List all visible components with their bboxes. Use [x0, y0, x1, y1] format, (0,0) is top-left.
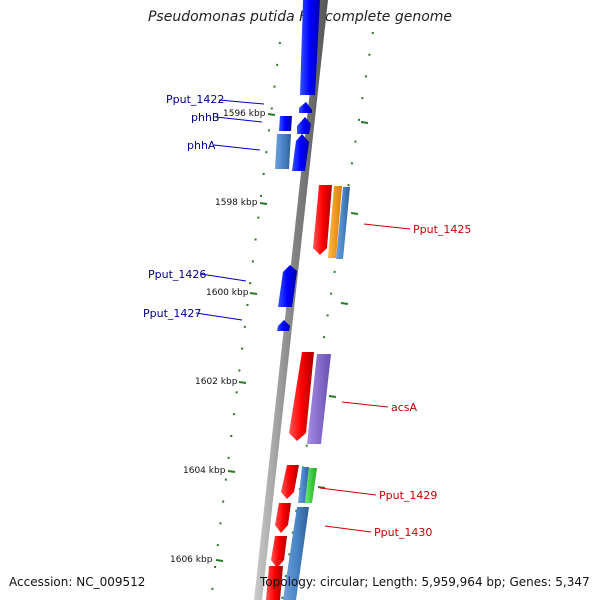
gene-pput-1426 — [278, 265, 297, 307]
gene-pput-1430-light — [283, 507, 309, 600]
gene-red-lower — [271, 536, 287, 568]
tick-mark-1606 — [215, 559, 224, 562]
tick-mark-1596 — [267, 113, 276, 116]
gene-phhA-light — [275, 134, 291, 169]
label-acsA: acsA — [391, 401, 418, 414]
tick-label-1596: 1596 kbp — [223, 109, 266, 119]
gene-phhB-right — [297, 117, 311, 134]
scale-ticks: 1596 kbp 1598 kbp 1600 kbp 1602 kbp 1604… — [170, 109, 369, 565]
tick-label-1600: 1600 kbp — [206, 288, 249, 298]
tick-label-1602: 1602 kbp — [195, 377, 238, 387]
gene-labels: Pput_1422 phhB phhA Pput_1426 Pput_1427 … — [143, 93, 471, 539]
gene-pput-1429-green — [305, 468, 317, 503]
map-title: Pseudomonas putida F1, complete genome — [147, 9, 453, 25]
tick-mark-1598 — [259, 202, 268, 205]
gene-red-bottom — [266, 566, 283, 600]
label-leaders — [195, 99, 411, 533]
forward-strand-genes — [275, 0, 320, 331]
right-guide-dots — [281, 31, 374, 600]
tick-label-1606: 1606 kbp — [170, 555, 213, 565]
label-pput-1425: Pput_1425 — [413, 223, 471, 236]
gene-pput-1425-orange — [328, 186, 342, 258]
tick-mark-1600 — [249, 292, 258, 295]
gene-top-forward — [300, 0, 320, 95]
tick-label-1598: 1598 kbp — [215, 198, 258, 208]
label-pput-1422: Pput_1422 — [166, 93, 224, 106]
tick-mark-1602 — [238, 381, 247, 384]
gene-pput-1430-red — [275, 503, 291, 533]
label-pput-1426: Pput_1426 — [148, 268, 206, 281]
gene-pput-1422 — [299, 102, 312, 113]
topology-text: Topology: circular; Length: 5,959,964 bp… — [260, 575, 590, 589]
gene-acsA-purple — [307, 354, 331, 444]
label-pput-1430: Pput_1430 — [374, 526, 432, 539]
gene-pput-1425-light — [336, 187, 350, 259]
gene-acsA-red — [289, 352, 314, 441]
label-pput-1427: Pput_1427 — [143, 307, 201, 320]
label-pput-1429: Pput_1429 — [379, 489, 437, 502]
gene-pput-1425-red — [313, 185, 332, 255]
label-phhA: phhA — [187, 139, 216, 152]
reverse-strand-genes — [266, 185, 350, 600]
gene-phhA — [292, 134, 309, 171]
gene-pput-1429-red — [281, 465, 299, 499]
gene-pput-1429-light — [298, 467, 309, 503]
tick-label-1604: 1604 kbp — [183, 466, 226, 476]
accession-text: Accession: NC_009512 — [9, 575, 146, 589]
tick-mark-1604 — [227, 470, 236, 473]
label-phhB: phhB — [191, 111, 219, 124]
gene-pput-1427 — [277, 320, 290, 331]
gene-phhB-left — [279, 116, 292, 131]
